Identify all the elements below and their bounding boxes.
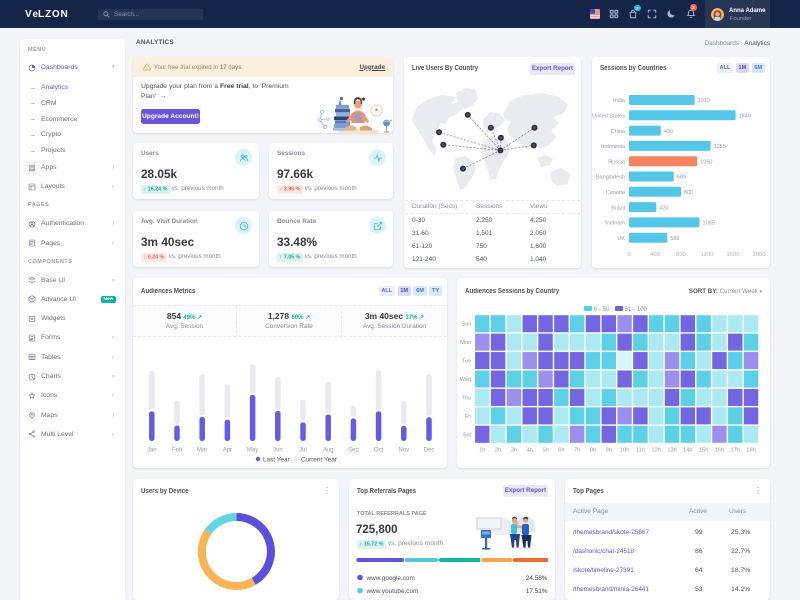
svg-text:6h: 6h [558,448,564,454]
svg-text:18h: 18h [746,448,756,454]
svg-text:1200: 1200 [701,252,714,258]
svg-text:490: 490 [664,129,673,135]
svg-text:Bangladesh: Bangladesh [596,175,625,181]
svg-text:589: 589 [670,236,679,242]
svg-text:0: 0 [627,252,630,258]
svg-text:Mar: Mar [197,448,207,454]
svg-text:1010: 1010 [698,98,710,104]
svg-text:15h: 15h [699,448,709,454]
svg-text:www.youtube.com: www.youtube.com [366,588,419,595]
svg-text:Indonesia: Indonesia [601,144,626,150]
svg-text:1640: 1640 [739,114,751,120]
svg-text:1255: 1255 [714,144,726,150]
svg-text:10h: 10h [620,448,630,454]
svg-text:United States: United States [592,114,625,120]
svg-text:Wed: Wed [460,377,472,383]
svg-text:1h: 1h [479,448,485,454]
svg-text:5h: 5h [542,448,548,454]
svg-text:www.google.com: www.google.com [366,575,415,582]
svg-text:Thu: Thu [461,395,471,401]
svg-text:Jul: Jul [299,448,307,454]
svg-text:Canada: Canada [606,190,626,196]
svg-text:17.51%: 17.51% [526,588,548,595]
svg-text:9h: 9h [606,448,612,454]
svg-text:7h: 7h [574,448,580,454]
svg-text:India: India [613,98,626,104]
svg-text:Russia: Russia [608,159,626,165]
svg-text:Fri: Fri [465,414,472,420]
svg-text:Last Year: Last Year [263,457,291,464]
svg-text:11h: 11h [636,448,645,454]
svg-text:16h: 16h [715,448,725,454]
svg-text:Jan: Jan [147,448,157,454]
svg-text:1085: 1085 [703,221,715,227]
svg-text:800: 800 [676,252,686,258]
svg-text:UK: UK [617,236,625,242]
svg-text:Feb: Feb [172,448,183,454]
svg-text:Apr: Apr [223,448,232,454]
svg-text:24.58%: 24.58% [526,575,548,582]
svg-text:Brazil: Brazil [611,205,625,211]
svg-text:8h: 8h [590,448,596,454]
svg-text:689: 689 [677,175,686,181]
svg-text:May: May [247,448,258,454]
svg-text:Vietnam: Vietnam [605,221,625,227]
svg-text:Dec: Dec [424,448,435,454]
svg-text:Jun: Jun [273,448,283,454]
svg-text:Sat: Sat [463,432,472,438]
svg-text:3h: 3h [511,448,517,454]
svg-text:12h: 12h [651,448,661,454]
svg-text:Tue: Tue [462,359,472,365]
svg-text:Mon: Mon [460,340,471,346]
svg-text:Nov: Nov [398,448,409,454]
svg-text:2000: 2000 [753,252,766,258]
svg-text:Sep: Sep [348,448,359,454]
svg-text:Aug: Aug [323,448,334,454]
svg-text:800: 800 [684,190,693,196]
svg-text:China: China [611,129,626,135]
svg-text:Current Year: Current Year [301,457,338,464]
svg-text:1600: 1600 [727,252,740,258]
svg-text:1050: 1050 [700,159,712,165]
svg-text:420: 420 [659,205,668,211]
svg-text:2h: 2h [495,448,501,454]
svg-text:14h: 14h [683,448,693,454]
svg-text:17h: 17h [730,448,740,454]
svg-text:4h: 4h [527,448,533,454]
svg-text:Oct: Oct [374,448,384,454]
svg-text:13h: 13h [667,448,677,454]
svg-text:400: 400 [650,252,660,258]
svg-text:Sun: Sun [461,322,471,328]
